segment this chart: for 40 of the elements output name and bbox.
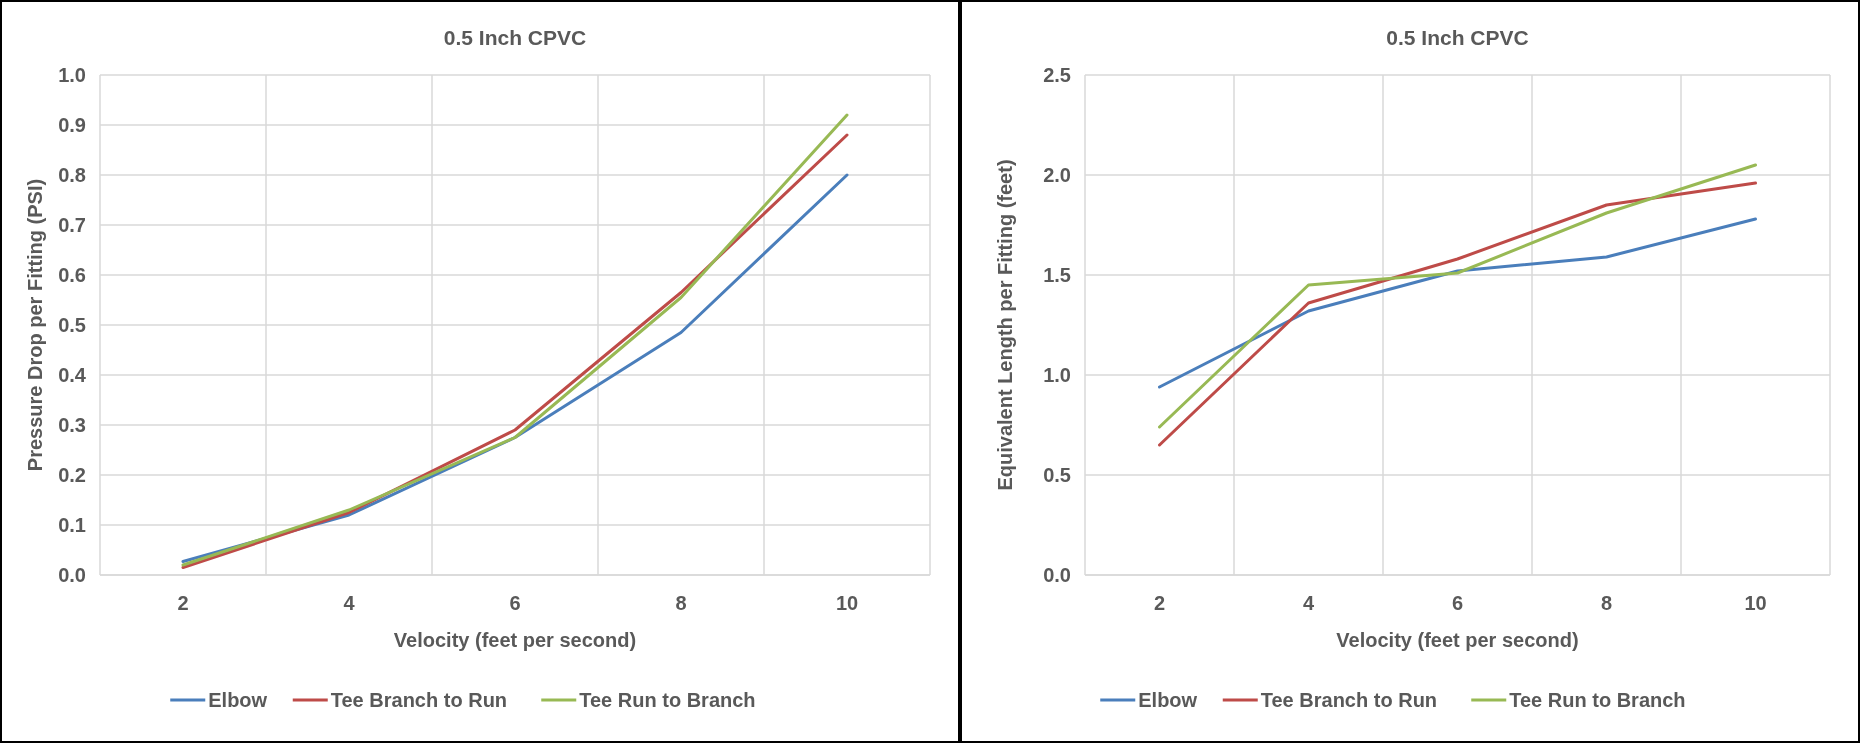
y-tick-label: 1.0 bbox=[1043, 364, 1071, 386]
y-tick-label: 0.0 bbox=[1043, 564, 1071, 586]
x-tick-label: 10 bbox=[1744, 592, 1767, 614]
x-tick-label: 4 bbox=[1302, 592, 1315, 614]
x-tick-label: 10 bbox=[835, 592, 859, 614]
chart-title: 0.5 Inch CPVC bbox=[443, 26, 587, 49]
y-tick-label: 0.4 bbox=[58, 364, 87, 386]
legend-label: Tee Branch to Run bbox=[330, 689, 508, 711]
x-tick-label: 8 bbox=[1600, 592, 1613, 614]
y-axis-title: Equivalent Length per Fitting (feet) bbox=[994, 159, 1016, 491]
x-tick-label: 6 bbox=[509, 592, 521, 614]
legend-label: Elbow bbox=[208, 689, 268, 711]
y-tick-label: 0.2 bbox=[58, 464, 86, 486]
y-tick-label: 0.5 bbox=[1043, 464, 1071, 486]
y-tick-label: 0.8 bbox=[58, 164, 86, 186]
y-tick-label: 0.3 bbox=[58, 414, 86, 436]
y-tick-label: 1.0 bbox=[58, 64, 86, 86]
legend-label: Tee Run to Branch bbox=[1509, 689, 1686, 711]
legend-label: Tee Run to Branch bbox=[579, 689, 756, 711]
y-tick-label: 0.9 bbox=[58, 114, 86, 136]
x-tick-label: 2 bbox=[1153, 592, 1166, 614]
y-tick-label: 0.1 bbox=[58, 514, 86, 536]
y-tick-label: 2.5 bbox=[1043, 64, 1071, 86]
y-axis-title: Pressure Drop per Fitting (PSI) bbox=[24, 178, 46, 472]
y-tick-label: 1.5 bbox=[1043, 264, 1071, 286]
x-axis-title: Velocity (feet per second) bbox=[393, 629, 637, 651]
x-axis-title: Velocity (feet per second) bbox=[1336, 629, 1579, 651]
y-tick-label: 0.7 bbox=[58, 214, 86, 236]
x-tick-label: 4 bbox=[343, 592, 356, 614]
x-tick-label: 6 bbox=[1451, 592, 1464, 614]
y-tick-label: 0.0 bbox=[58, 564, 86, 586]
y-tick-label: 0.6 bbox=[58, 264, 86, 286]
legend-label: Elbow bbox=[1138, 689, 1198, 711]
x-tick-label: 8 bbox=[675, 592, 687, 614]
legend-label: Tee Branch to Run bbox=[1260, 689, 1438, 711]
line-series bbox=[1158, 217, 1757, 389]
y-tick-label: 2.0 bbox=[1043, 164, 1071, 186]
y-tick-label: 0.5 bbox=[58, 314, 86, 336]
x-tick-label: 2 bbox=[177, 592, 189, 614]
chart-title: 0.5 Inch CPVC bbox=[1386, 26, 1529, 49]
